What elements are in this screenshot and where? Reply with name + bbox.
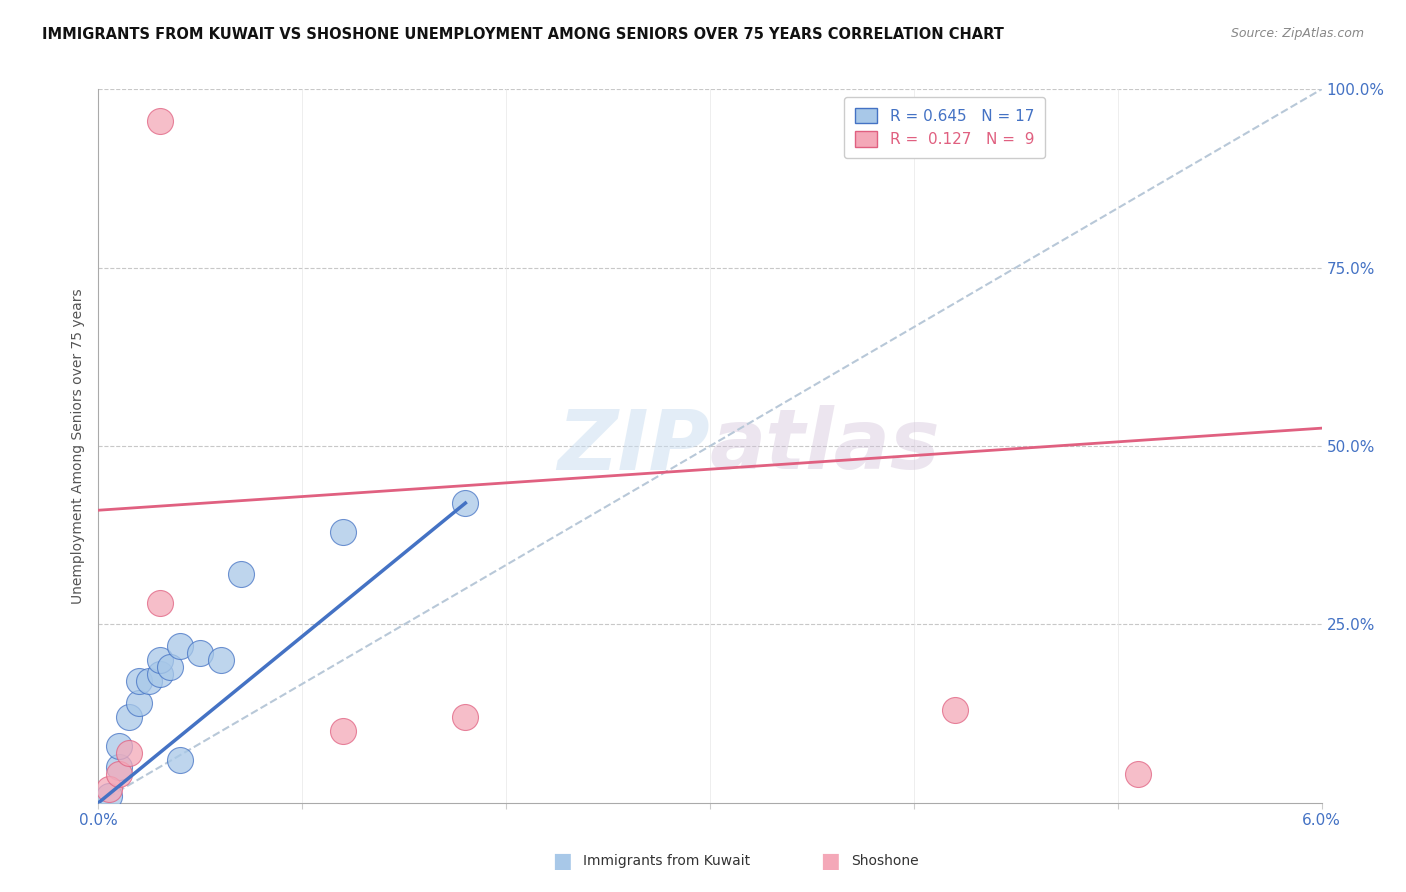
- Text: ■: ■: [820, 851, 839, 871]
- Legend: R = 0.645   N = 17, R =  0.127   N =  9: R = 0.645 N = 17, R = 0.127 N = 9: [844, 97, 1045, 158]
- Point: [332, 724, 354, 739]
- Point: [231, 567, 253, 582]
- Point: [149, 653, 172, 667]
- Point: [138, 674, 160, 689]
- Text: IMMIGRANTS FROM KUWAIT VS SHOSHONE UNEMPLOYMENT AMONG SENIORS OVER 75 YEARS CORR: IMMIGRANTS FROM KUWAIT VS SHOSHONE UNEMP…: [42, 27, 1004, 42]
- Text: atlas: atlas: [710, 406, 941, 486]
- Text: Shoshone: Shoshone: [851, 854, 918, 868]
- Point: [1128, 767, 1150, 781]
- Point: [332, 524, 354, 539]
- Point: [454, 710, 477, 724]
- Text: ■: ■: [553, 851, 572, 871]
- Point: [149, 596, 172, 610]
- Point: [943, 703, 966, 717]
- Point: [169, 639, 191, 653]
- Point: [149, 667, 172, 681]
- Point: [169, 753, 191, 767]
- Point: [97, 789, 120, 803]
- Y-axis label: Unemployment Among Seniors over 75 years: Unemployment Among Seniors over 75 years: [72, 288, 86, 604]
- Text: Source: ZipAtlas.com: Source: ZipAtlas.com: [1230, 27, 1364, 40]
- Point: [128, 674, 150, 689]
- Point: [188, 646, 212, 660]
- Point: [149, 114, 172, 128]
- Point: [454, 496, 477, 510]
- Point: [108, 760, 131, 774]
- Point: [118, 746, 141, 760]
- Point: [159, 660, 181, 674]
- Point: [209, 653, 232, 667]
- Point: [118, 710, 141, 724]
- Text: Immigrants from Kuwait: Immigrants from Kuwait: [583, 854, 751, 868]
- Point: [128, 696, 150, 710]
- Text: ZIP: ZIP: [557, 406, 710, 486]
- Point: [108, 767, 131, 781]
- Point: [97, 781, 120, 796]
- Point: [108, 739, 131, 753]
